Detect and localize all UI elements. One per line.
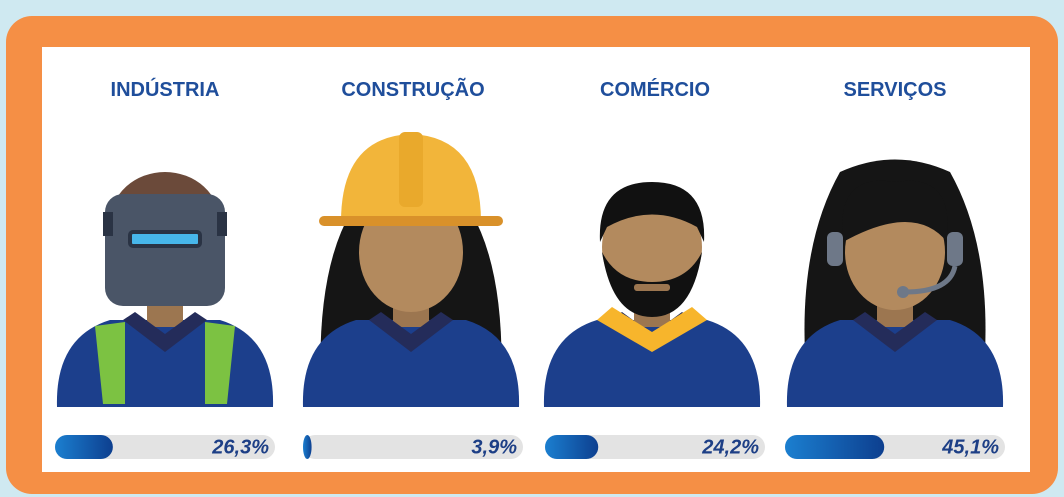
bar-track — [303, 435, 523, 459]
bar-track — [545, 435, 765, 459]
value-label: 24,2% — [701, 436, 759, 458]
bar — [785, 435, 885, 459]
figure-construction — [302, 132, 520, 407]
figure-industry — [56, 172, 274, 407]
category-title: COMÉRCIO — [600, 78, 710, 101]
value-label: 26,3% — [211, 436, 269, 458]
figure-commerce — [543, 182, 761, 407]
value-label: 45,1% — [941, 436, 999, 458]
figure-services — [786, 159, 1004, 407]
bar — [545, 435, 599, 459]
category-title: SERVIÇOS — [844, 79, 947, 101]
category-title: INDÚSTRIA — [111, 77, 220, 101]
value-label: 3,9% — [471, 436, 517, 458]
category-title: CONSTRUÇÃO — [341, 78, 484, 101]
bar — [303, 435, 312, 459]
bar — [55, 435, 113, 459]
